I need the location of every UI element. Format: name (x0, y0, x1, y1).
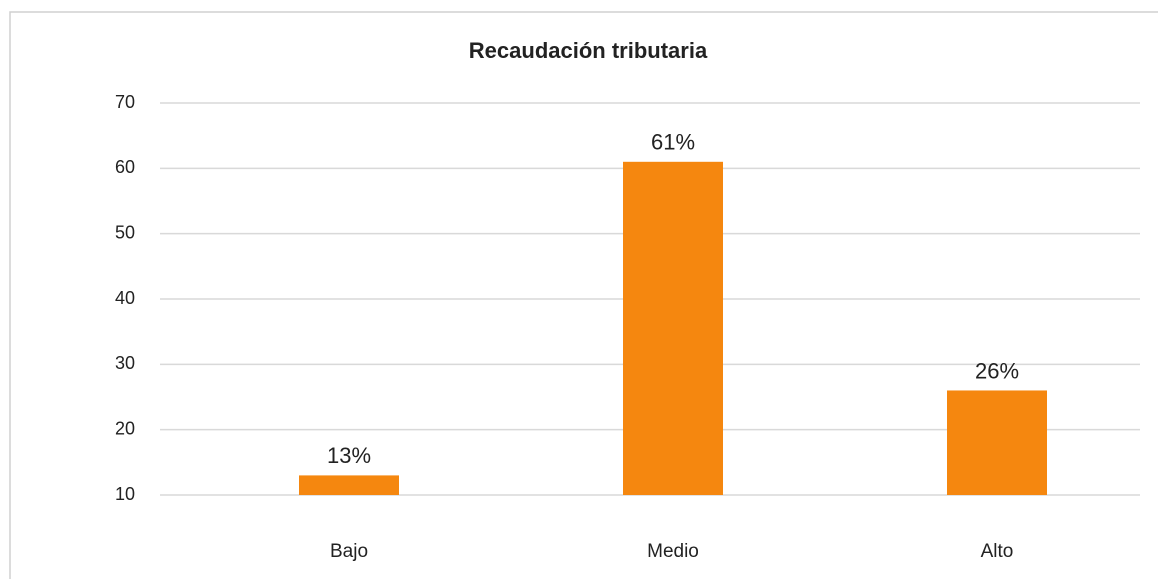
y-tick-label: 10 (115, 484, 135, 504)
y-tick-label: 50 (115, 222, 135, 242)
chart-title: Recaudación tributaria (469, 38, 708, 63)
y-tick-label: 40 (115, 288, 135, 308)
bar (299, 475, 399, 495)
x-tick-label: Medio (647, 541, 699, 562)
data-label: 61% (651, 130, 695, 155)
y-tick-label: 20 (115, 418, 135, 438)
data-label: 26% (975, 358, 1019, 383)
x-tick-label: Bajo (330, 541, 368, 562)
chart-frame (9, 11, 1158, 579)
bar (947, 390, 1047, 495)
data-label: 13% (327, 443, 371, 468)
y-tick-label: 70 (115, 92, 135, 112)
bar (623, 161, 723, 496)
y-tick-label: 60 (115, 157, 135, 177)
y-tick-label: 30 (115, 353, 135, 373)
x-tick-label: Alto (981, 541, 1014, 562)
